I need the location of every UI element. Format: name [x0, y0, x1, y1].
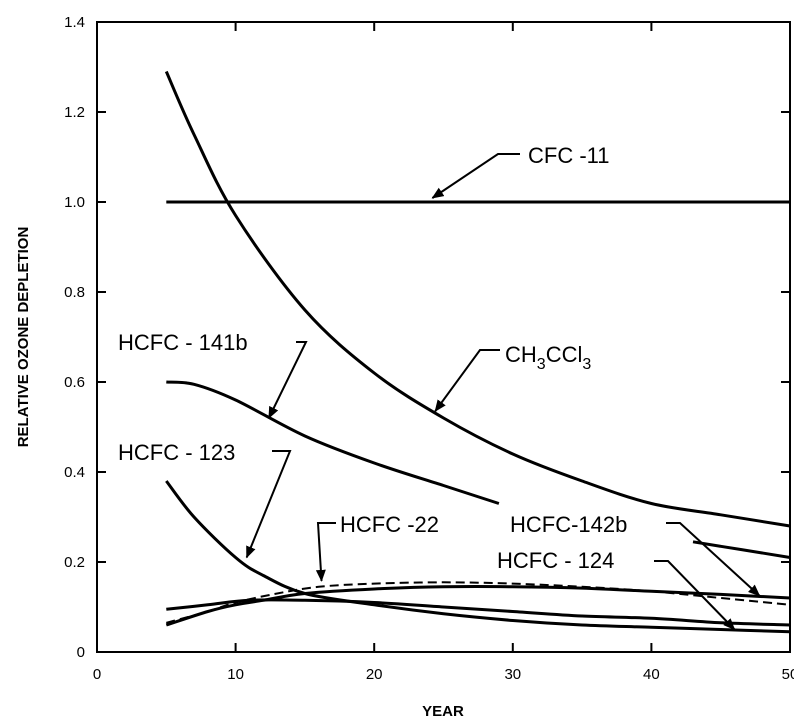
y-tick-label: 0.8 — [64, 284, 85, 301]
x-tick-label: 30 — [504, 666, 521, 683]
x-tick-label: 10 — [227, 666, 244, 683]
series-label-hcfc123: HCFC - 123 — [118, 440, 235, 465]
y-tick-label: 1.2 — [64, 104, 85, 121]
series-line-hcfc123 — [165, 480, 791, 634]
y-tick-label: 0.6 — [64, 374, 85, 391]
series-label-hcfc22: HCFC -22 — [340, 512, 439, 537]
series-label-hcfc142b: HCFC-142b — [510, 512, 627, 537]
x-axis-title: YEAR — [422, 703, 464, 720]
series-line-hcfc142b — [692, 540, 791, 559]
y-tick-label: 1.4 — [64, 14, 85, 31]
annotation-group: CFC -11 CH3CCl3 HCFC - 141b HCFC - 123 HCFC … — [118, 143, 761, 631]
plot-frame — [96, 21, 791, 653]
leader-arrow-hcfc123 — [245, 450, 292, 559]
series-group — [164, 70, 791, 634]
series-label-hcfc124: HCFC - 124 — [497, 548, 614, 573]
leader-arrow-hcfc124 — [654, 560, 736, 631]
x-tick-label: 40 — [643, 666, 660, 683]
series-line-hcfc141b — [166, 380, 500, 505]
leader-arrow-cfc11 — [431, 153, 520, 199]
series-line-lowcurve — [166, 598, 791, 627]
y-tick-label: 1.0 — [64, 194, 85, 211]
axis-ticks: 0 10 20 30 40 50 0 0.2 0.4 0.6 0.8 1.0 1.2 1.4 — [64, 14, 794, 683]
y-tick-label: 0 — [77, 644, 85, 661]
leader-arrow-ch3ccl3 — [434, 349, 500, 413]
x-tick-label: 20 — [366, 666, 383, 683]
leader-arrow-hcfc141b — [267, 341, 308, 419]
series-label-ch3ccl3: CH3CCl3 — [505, 342, 591, 373]
leader-arrow-hcfc22 — [315, 522, 336, 582]
y-tick-label: 0.2 — [64, 554, 85, 571]
x-tick-label: 0 — [93, 666, 101, 683]
x-tick-label: 50 — [782, 666, 794, 683]
series-line-ch3ccl3 — [164, 70, 791, 528]
series-label-hcfc141b: HCFC - 141b — [118, 330, 248, 355]
series-line-hcfc124 — [165, 585, 791, 627]
y-tick-label: 0.4 — [64, 464, 85, 481]
leader-arrow-hcfc142b — [666, 522, 761, 597]
series-label-cfc11: CFC -11 — [528, 143, 610, 168]
y-axis-title: RELATIVE OZONE DEPLETION — [15, 227, 32, 448]
